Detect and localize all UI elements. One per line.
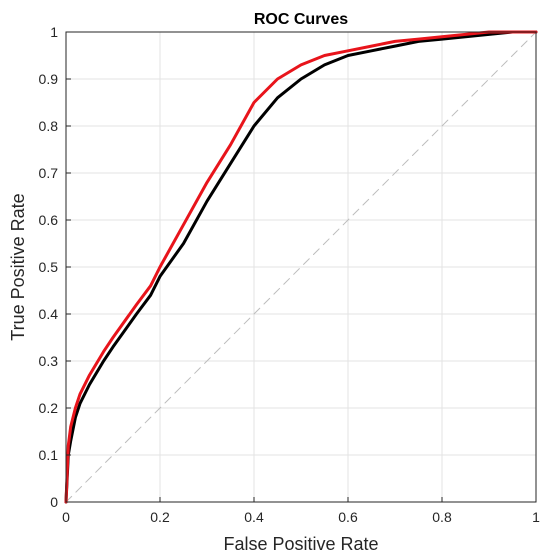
chance-diagonal-line [65, 31, 537, 503]
y-tick-label: 0.4 [39, 306, 59, 322]
roc-curve-red [64, 30, 538, 504]
x-tick-label: 0 [62, 509, 70, 525]
y-tick-label: 1 [50, 24, 58, 40]
x-tick-label: 1 [532, 509, 540, 525]
y-tick-label: 0.1 [39, 447, 59, 463]
y-tick-label: 0.7 [39, 165, 59, 181]
y-tick-label: 0.2 [39, 400, 59, 416]
x-tick-label: 0.4 [244, 509, 264, 525]
grid [65, 31, 537, 503]
y-tick-label: 0.8 [39, 118, 59, 134]
x-tick-label: 0.2 [150, 509, 170, 525]
x-tick-label: 0.6 [338, 509, 358, 525]
y-tick-label: 0.3 [39, 353, 59, 369]
x-axis-label: False Positive Rate [223, 534, 378, 554]
y-tick-label: 0.9 [39, 71, 59, 87]
y-tick-label: 0.6 [39, 212, 59, 228]
y-axis-label: True Positive Rate [8, 193, 28, 340]
roc-curve-black [64, 30, 538, 504]
series-layer [64, 30, 538, 504]
chart-title: ROC Curves [254, 11, 348, 28]
ticks: 0 0.2 0.4 0.6 0.8 1 0 0.1 0.2 0.3 0.4 0.5 0.6 0.7 0.8 0… [39, 24, 541, 525]
y-tick-label: 0 [50, 494, 58, 510]
y-tick-label: 0.5 [39, 259, 59, 275]
x-tick-label: 0.8 [432, 509, 452, 525]
